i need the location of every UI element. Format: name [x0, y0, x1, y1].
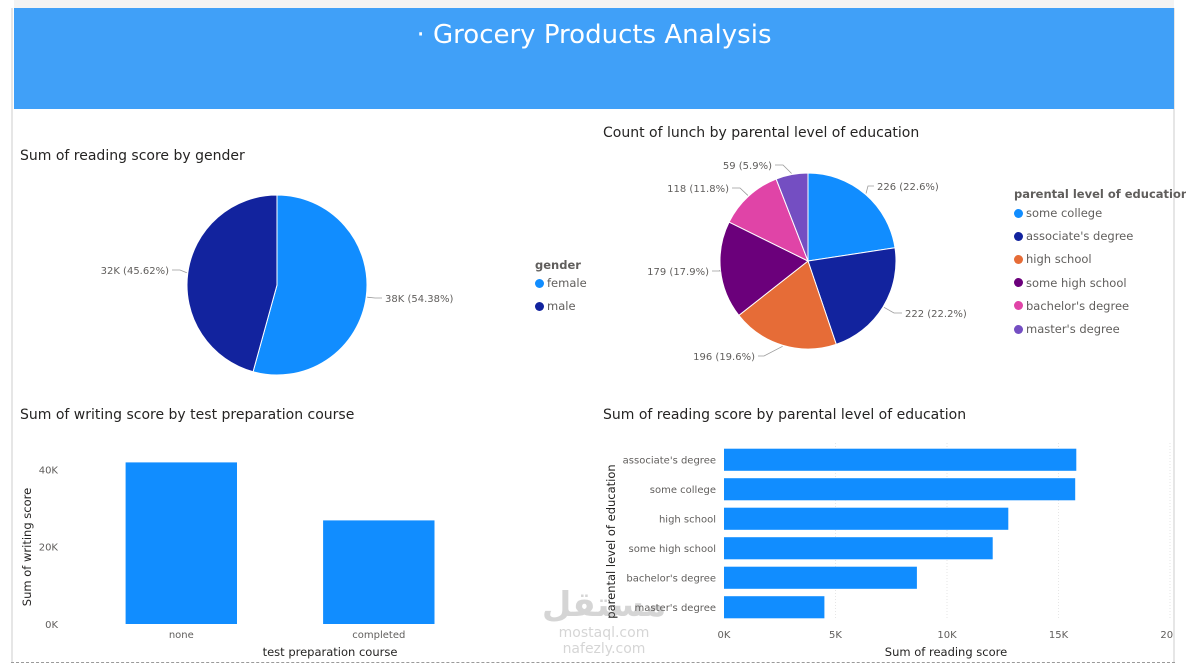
- pie-slice-bachelor-s-degree[interactable]: [728, 178, 809, 263]
- legend-dot-male: [535, 301, 544, 311]
- pie-data-label-high-school: 196 (19.6%): [693, 352, 755, 363]
- legend-item-bachelor-s-degree[interactable]: bachelor's degree: [1014, 299, 1129, 313]
- pie-slice-female[interactable]: [252, 194, 368, 376]
- legend-dot-some-college: [1014, 208, 1023, 218]
- legend-item-master-s-degree[interactable]: master's degree: [1014, 322, 1120, 336]
- legend-label-some-college: some college: [1026, 206, 1103, 220]
- legend-item-some-college[interactable]: some college: [1014, 206, 1102, 220]
- gender-pie-title: Sum of reading score by gender: [20, 148, 245, 164]
- bar-bachelor-s-degree[interactable]: [724, 566, 917, 589]
- pie-data-label-female: 38K (54.38%): [385, 294, 453, 305]
- legend-item-associate-s-degree[interactable]: associate's degree: [1014, 229, 1133, 243]
- bar-master-s-degree[interactable]: [724, 596, 825, 619]
- legend-item-some-high-school[interactable]: some high school: [1014, 276, 1127, 290]
- education-pie-chart[interactable]: 226 (22.6%) 222 (22.2%) 196 (19.6%) 179 (17…: [600, 150, 1010, 370]
- legend-item-male[interactable]: male: [535, 299, 576, 313]
- leader-line-male: [172, 269, 187, 274]
- bar-associate-s-degree[interactable]: [724, 448, 1077, 471]
- writing-bar-chart[interactable]: 0K 20K 40K none completed test preparation co…: [15, 440, 520, 662]
- x-axis-title: test preparation course: [263, 645, 398, 659]
- y-axis-title: Sum of writing score: [20, 488, 34, 606]
- x-tick-label: 20K: [1160, 630, 1174, 641]
- legend-dot-associate-s-degree: [1014, 231, 1023, 241]
- reading-bar-chart[interactable]: 0K 5K 10K 15K 20K associate's degree some coll…: [600, 435, 1174, 662]
- pie-slice-associate-s-degree[interactable]: [807, 247, 897, 345]
- bar-some-high-school[interactable]: [724, 537, 993, 560]
- leader-line-high-school: [758, 345, 783, 357]
- pie-slice-master-s-degree[interactable]: [775, 172, 809, 262]
- y-tick-label-associate-s-degree: associate's degree: [623, 455, 716, 466]
- leader-line-bachelor-s-degree: [732, 187, 749, 196]
- top-frame: [14, 0, 1174, 8]
- gender-legend-title: gender: [535, 258, 581, 272]
- legend-label-female: female: [547, 276, 587, 290]
- pie-slice-some-high-school[interactable]: [719, 221, 809, 317]
- bar-some-college[interactable]: [724, 478, 1076, 501]
- pie-data-label-master-s-degree: 59 (5.9%): [723, 161, 772, 172]
- leader-line-female: [367, 296, 382, 299]
- x-tick-label: 10K: [937, 630, 957, 641]
- x-tick-label: 0K: [718, 630, 731, 641]
- reading-bar-title: Sum of reading score by parental level o…: [603, 407, 967, 423]
- pie-data-label-some-high-school: 179 (17.9%): [647, 267, 709, 278]
- y-tick-label-master-s-degree: master's degree: [635, 603, 716, 614]
- y-tick-label-some-high-school: some high school: [629, 544, 716, 555]
- y-tick-label: 0K: [45, 620, 58, 631]
- leader-line-some-college: [865, 185, 874, 194]
- y-tick-label-bachelor-s-degree: bachelor's degree: [626, 573, 716, 584]
- leader-line-associate-s-degree: [883, 306, 902, 314]
- legend-label-master-s-degree: master's degree: [1026, 322, 1120, 336]
- legend-label-associate-s-degree: associate's degree: [1026, 229, 1134, 244]
- pie-data-label-associate-s-degree: 222 (22.2%): [905, 309, 967, 320]
- education-pie-title: Count of lunch by parental level of educ…: [603, 125, 920, 141]
- x-tick-label-none: none: [169, 630, 194, 641]
- y-tick-label: 40K: [39, 465, 59, 476]
- legend-dot-some-high-school: [1014, 278, 1023, 288]
- x-tick-label: 5K: [829, 630, 842, 641]
- pie-slice-high-school[interactable]: [738, 260, 837, 350]
- bar-completed[interactable]: [323, 520, 435, 624]
- pie-slice-male[interactable]: [186, 194, 278, 373]
- legend-item-female[interactable]: female: [535, 276, 587, 290]
- education-legend-title: parental level of education: [1014, 187, 1186, 201]
- pie-data-label-bachelor-s-degree: 118 (11.8%): [667, 184, 729, 195]
- legend-label-high-school: high school: [1026, 252, 1092, 267]
- bottom-border: [11, 662, 1175, 663]
- right-border: [1173, 8, 1175, 663]
- y-tick-label-some-college: some college: [650, 485, 716, 496]
- gender-pie-chart[interactable]: 38K (54.38%) 32K (45.62%): [60, 180, 480, 390]
- pie-data-label-some-college: 226 (22.6%): [877, 182, 939, 193]
- writing-bar-title: Sum of writing score by test preparation…: [20, 407, 355, 423]
- leader-line-master-s-degree: [775, 164, 792, 174]
- y-tick-label-high-school: high school: [659, 514, 716, 525]
- bar-none[interactable]: [125, 462, 237, 624]
- x-axis-title: Sum of reading score: [885, 645, 1007, 659]
- legend-dot-female: [535, 278, 544, 288]
- legend-label-bachelor-s-degree: bachelor's degree: [1026, 298, 1130, 313]
- legend-item-high-school[interactable]: high school: [1014, 252, 1092, 266]
- header-banner: · Grocery Products Analysis: [14, 8, 1174, 109]
- y-tick-label: 20K: [39, 543, 59, 554]
- legend-dot-master-s-degree: [1014, 324, 1023, 334]
- pie-slice-some-college[interactable]: [807, 172, 896, 262]
- legend-label-some-high-school: some high school: [1026, 275, 1127, 290]
- legend-dot-high-school: [1014, 254, 1023, 264]
- left-border: [11, 8, 13, 663]
- pie-data-label-male: 32K (45.62%): [101, 266, 169, 277]
- page-title: · Grocery Products Analysis: [416, 20, 772, 50]
- x-tick-label-completed: completed: [352, 630, 405, 641]
- bar-high-school[interactable]: [724, 507, 1009, 530]
- legend-label-male: male: [547, 299, 576, 313]
- leader-line-some-high-school: [712, 269, 721, 272]
- y-axis-title: parental level of education: [604, 464, 618, 618]
- legend-dot-bachelor-s-degree: [1014, 301, 1023, 311]
- x-tick-label: 15K: [1049, 630, 1069, 641]
